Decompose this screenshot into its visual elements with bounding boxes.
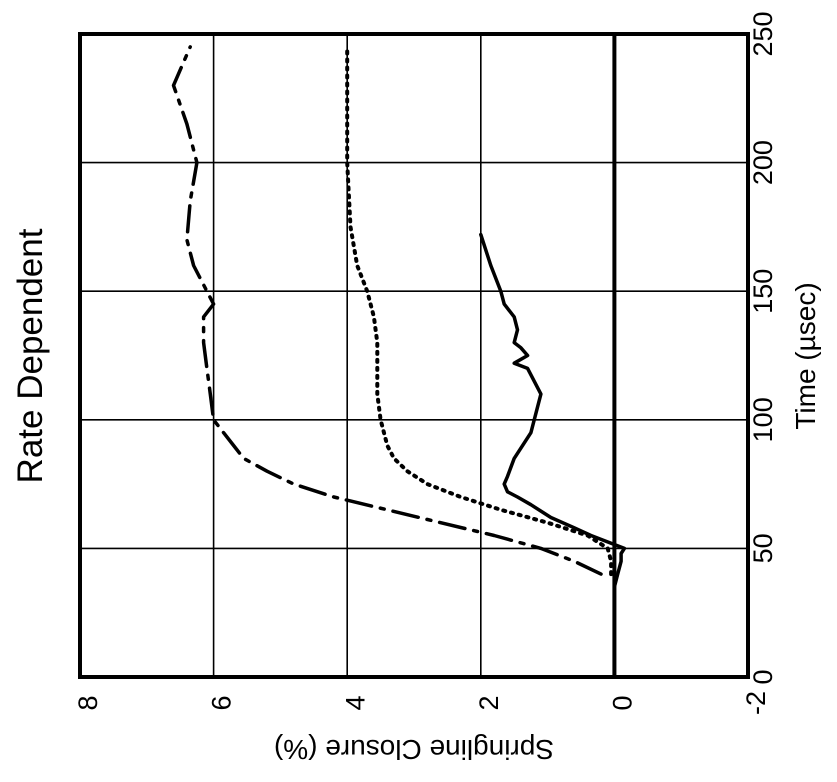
x-axis-label: Time (µsec) <box>790 282 821 429</box>
x-tick-label: 200 <box>748 140 778 185</box>
y-axis-label: Springline Closure (%) <box>274 734 554 765</box>
y-tick-label: -2 <box>741 691 771 715</box>
x-tick-label: 50 <box>748 533 778 563</box>
y-tick-label: 6 <box>207 695 237 710</box>
plot-background <box>80 34 748 677</box>
x-tick-label: 150 <box>748 269 778 314</box>
x-tick-label: 100 <box>748 397 778 442</box>
y-tick-label: 4 <box>340 695 370 710</box>
y-tick-label: 8 <box>73 695 103 710</box>
y-tick-label: 2 <box>474 695 504 710</box>
x-tick-label: 250 <box>748 11 778 56</box>
chart-title: Rate Dependent <box>11 228 50 483</box>
y-tick-label: 0 <box>608 695 638 710</box>
x-tick-label: 0 <box>748 669 778 684</box>
